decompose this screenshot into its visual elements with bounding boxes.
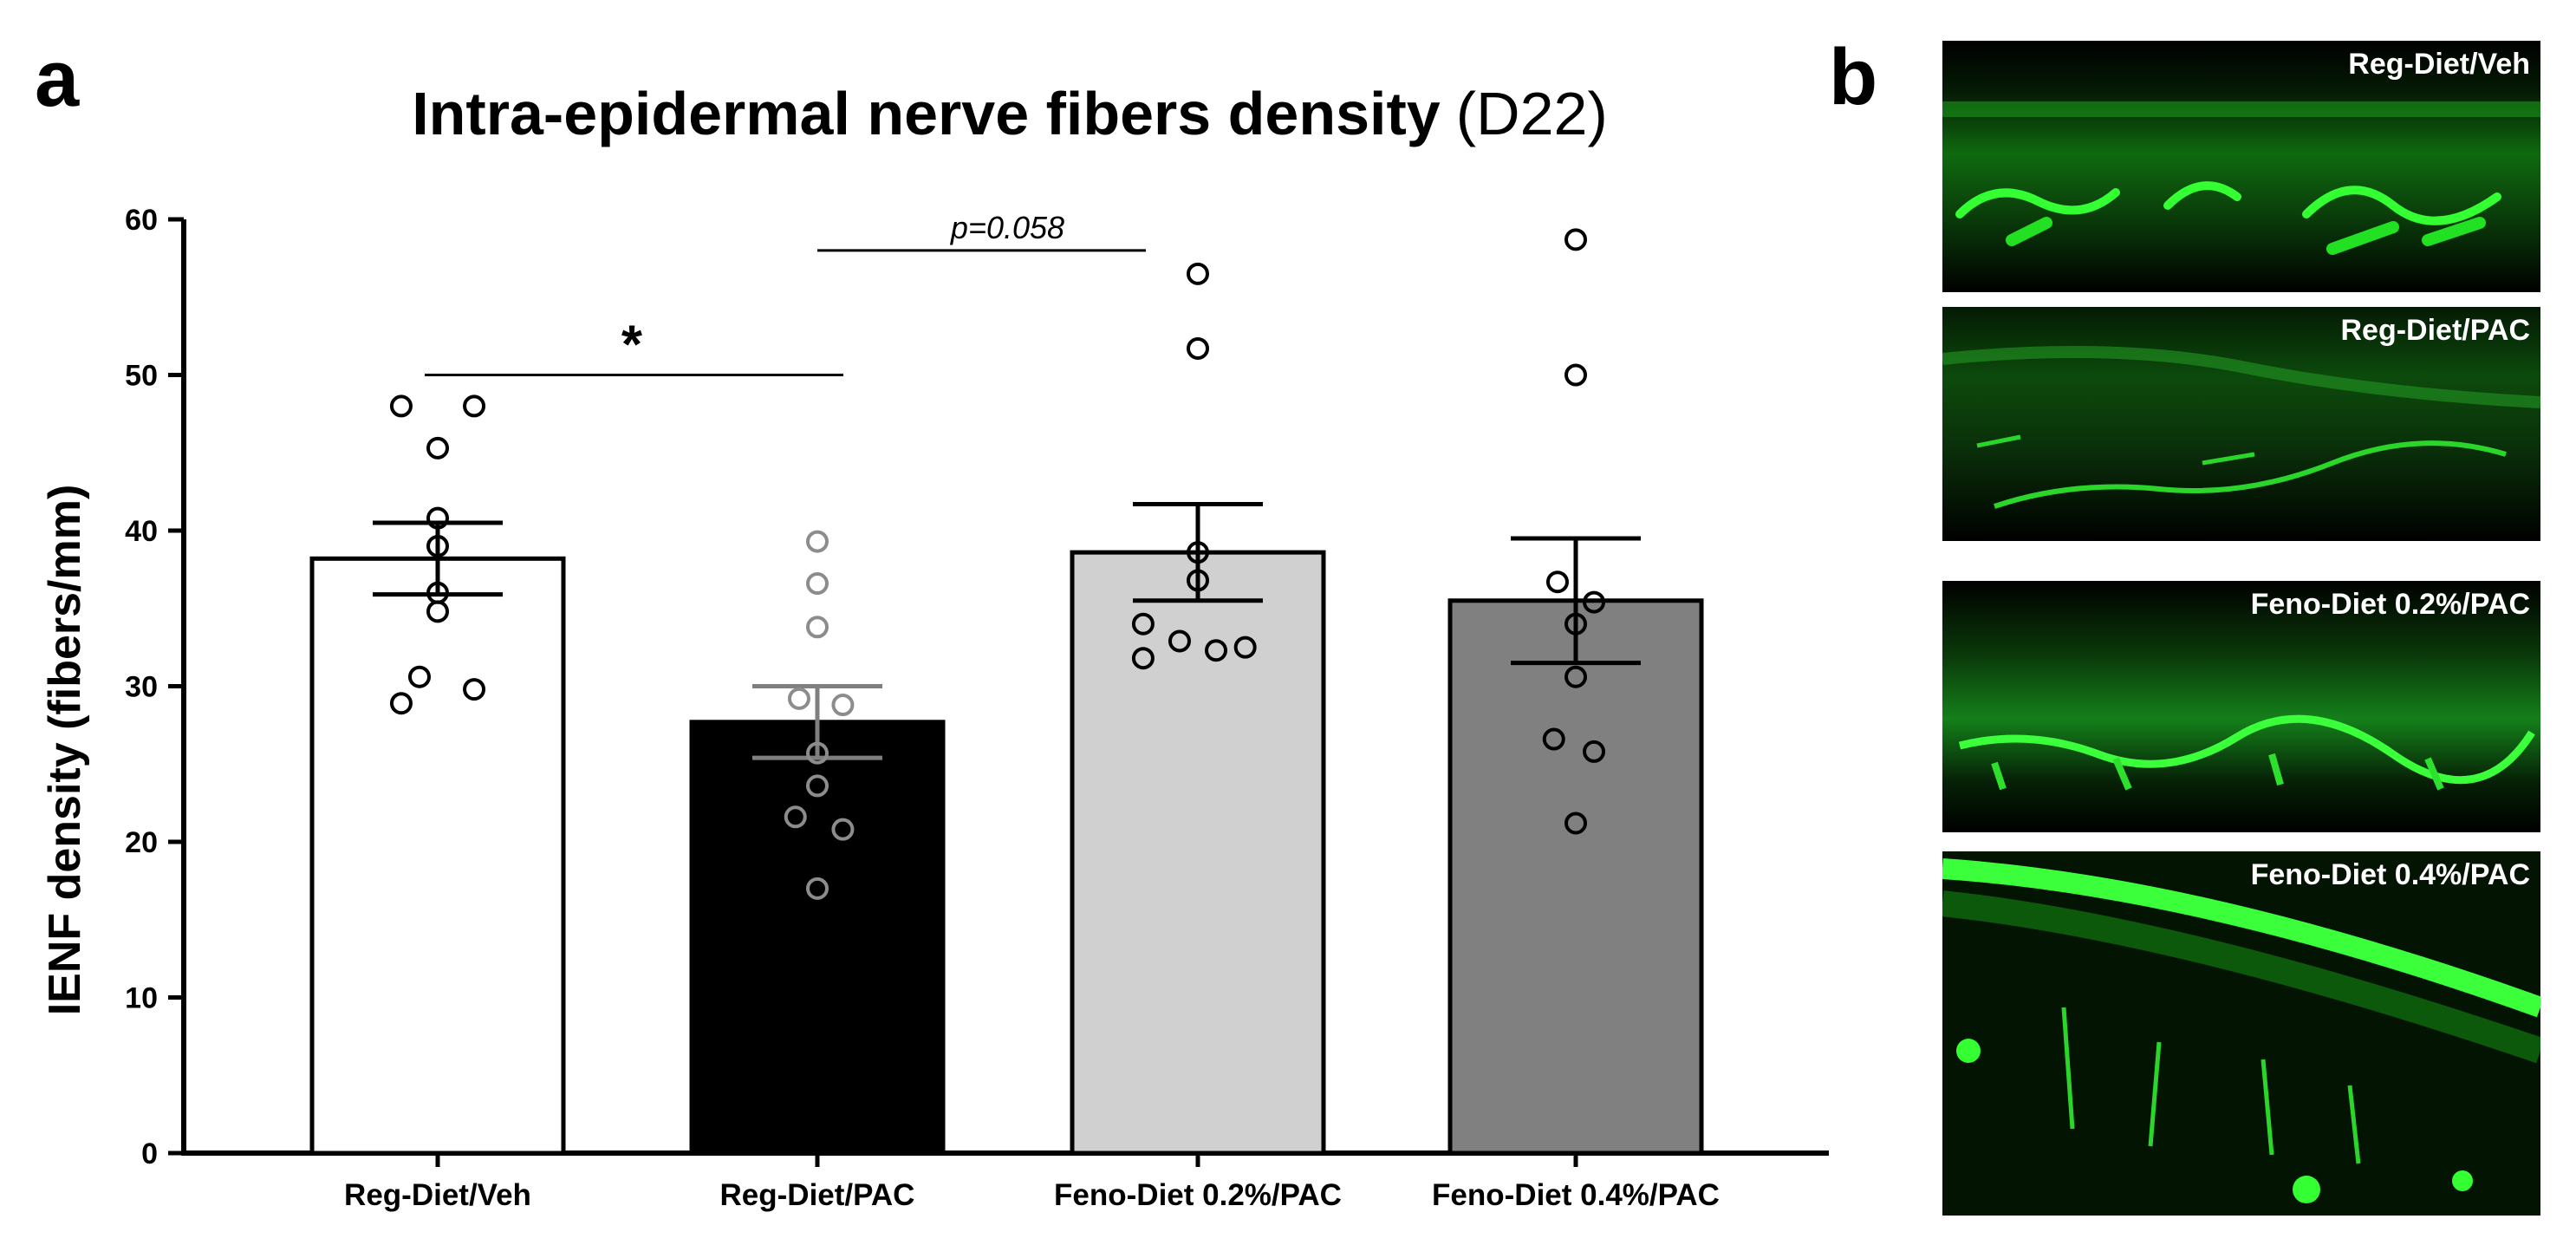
- bar: [689, 720, 946, 1156]
- x-tick-label: Feno-Diet 0.2%/PAC: [1054, 1178, 1342, 1212]
- y-tick-label: 20: [125, 826, 158, 859]
- micrograph-label: Reg-Diet/PAC: [2340, 314, 2531, 347]
- ienf-bar-chart: a Intra-epidermal nerve fibers density (D…: [35, 35, 1829, 1212]
- data-point: [389, 394, 413, 418]
- data-point: [1131, 612, 1155, 636]
- data-point: [1564, 363, 1587, 387]
- data-point: [1545, 570, 1569, 594]
- data-point: [426, 600, 449, 623]
- data-point: [1564, 812, 1587, 835]
- data-point: [806, 774, 829, 798]
- micrograph-feno-04-pac: Feno-Diet 0.4%/PAC: [1942, 851, 2540, 1216]
- data-point: [1583, 590, 1606, 614]
- data-point: [1564, 228, 1587, 251]
- data-point: [806, 741, 829, 765]
- data-point: [1187, 569, 1209, 592]
- micrograph-label: Reg-Diet/Veh: [2348, 48, 2530, 81]
- y-tick-label: 0: [141, 1137, 158, 1170]
- y-tick-label: 60: [125, 204, 158, 237]
- panel-b-letter: b: [1829, 33, 1877, 121]
- data-point: [463, 678, 486, 701]
- data-point: [389, 692, 413, 715]
- data-point: [806, 572, 829, 596]
- data-point: [1542, 727, 1565, 751]
- data-point: [1564, 665, 1587, 688]
- fiber-image-2: [1942, 307, 2540, 541]
- plot-area: 0 10 20 30 40 50 60 Reg-Diet/Veh Reg-Diet/PAC Fen…: [125, 204, 1829, 1212]
- significance-label: p=0.058: [950, 210, 1064, 245]
- data-point: [1564, 612, 1587, 636]
- data-point: [831, 694, 855, 717]
- data-point: [1131, 647, 1155, 670]
- data-point: [806, 616, 829, 639]
- data-point: [1168, 629, 1191, 653]
- micrograph-label: Feno-Diet 0.2%/PAC: [2250, 588, 2530, 621]
- y-tick-label: 30: [125, 671, 158, 704]
- x-tick-label: Reg-Diet/Veh: [344, 1178, 531, 1212]
- x-tick-label: Reg-Diet/PAC: [720, 1178, 915, 1212]
- data-point: [426, 506, 449, 530]
- micrograph-reg-diet-pac: Reg-Diet/PAC: [1942, 307, 2540, 541]
- data-point: [831, 818, 855, 841]
- data-point: [1187, 262, 1209, 285]
- data-point: [784, 805, 807, 829]
- micrograph-feno-02-pac: Feno-Diet 0.2%/PAC: [1942, 581, 2540, 832]
- y-tick-label: 40: [125, 515, 158, 548]
- data-point: [463, 394, 486, 418]
- data-point: [806, 530, 829, 553]
- y-tick-label: 50: [125, 360, 158, 393]
- data-point: [1233, 636, 1257, 659]
- x-tick-label: Feno-Diet 0.4%/PAC: [1432, 1178, 1720, 1212]
- data-point: [1187, 336, 1209, 360]
- fiber-image-1: [1942, 41, 2540, 292]
- y-tick-label: 10: [125, 982, 158, 1015]
- data-point: [1205, 639, 1228, 662]
- fiber-image-3: [1942, 581, 2540, 832]
- bar: [1070, 550, 1326, 1156]
- micrograph-reg-diet-veh: Reg-Diet/Veh: [1942, 41, 2540, 292]
- panel-a-letter: a: [35, 35, 80, 123]
- data-point: [1187, 541, 1209, 564]
- y-axis-label: IENF density (fibers/mm): [40, 485, 90, 1016]
- micrograph-label: Feno-Diet 0.4%/PAC: [2250, 858, 2530, 891]
- fiber-image-4: [1942, 851, 2540, 1216]
- data-point: [1583, 740, 1606, 763]
- bar: [309, 556, 566, 1156]
- significance-label: *: [621, 316, 643, 375]
- panel-b-letter-wrap: b: [1829, 33, 1877, 121]
- data-point: [407, 665, 431, 688]
- data-point: [426, 534, 449, 557]
- bar: [1447, 598, 1704, 1156]
- data-point: [787, 687, 810, 710]
- data-point: [806, 877, 829, 900]
- chart-title: Intra-epidermal nerve fibers density (D22…: [412, 80, 1608, 147]
- chart-title-main: Intra-epidermal nerve fibers density: [412, 80, 1441, 147]
- chart-title-suffix: (D22): [1456, 80, 1608, 147]
- data-point: [426, 436, 449, 460]
